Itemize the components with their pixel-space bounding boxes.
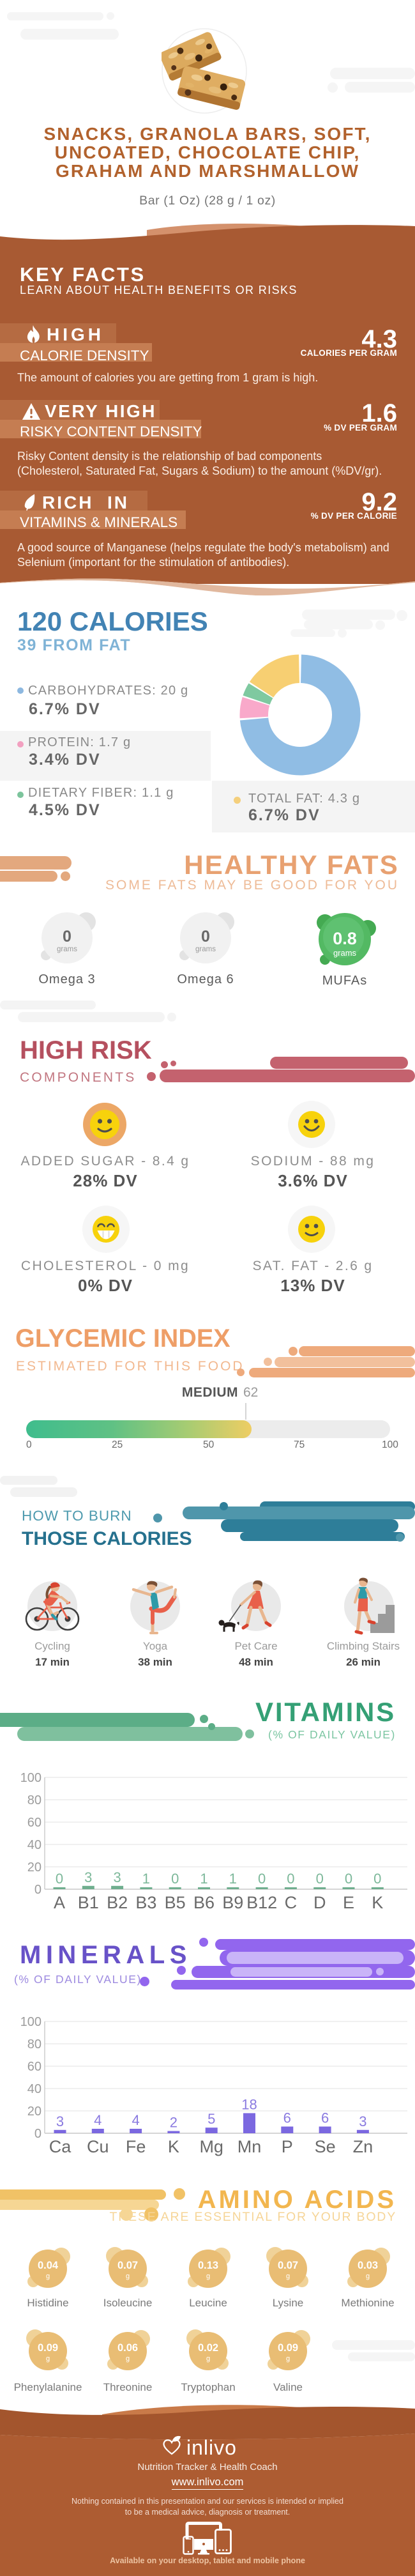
svg-text:0: 0 xyxy=(345,1871,352,1887)
svg-text:Threonine: Threonine xyxy=(103,2381,153,2393)
svg-text:Methionine: Methionine xyxy=(341,2297,394,2309)
svg-text:g: g xyxy=(286,2355,290,2363)
svg-text:60: 60 xyxy=(27,1816,42,1830)
svg-text:100: 100 xyxy=(20,1771,42,1785)
svg-text:0: 0 xyxy=(63,928,72,946)
svg-text:0: 0 xyxy=(287,1871,294,1887)
svg-text:0.09: 0.09 xyxy=(278,2342,298,2354)
svg-text:g: g xyxy=(126,2355,130,2363)
svg-text:3: 3 xyxy=(84,1869,92,1885)
svg-text:0: 0 xyxy=(258,1871,266,1887)
svg-text:K: K xyxy=(168,2137,179,2156)
svg-text:g: g xyxy=(46,2273,50,2280)
svg-text:1: 1 xyxy=(142,1871,150,1887)
svg-text:0.13: 0.13 xyxy=(198,2260,218,2271)
svg-text:Valine: Valine xyxy=(273,2381,303,2393)
svg-text:C: C xyxy=(285,1893,298,1912)
svg-text:g: g xyxy=(366,2273,370,2280)
svg-text:0.8: 0.8 xyxy=(333,929,357,948)
svg-text:Se: Se xyxy=(315,2137,336,2156)
svg-text:A: A xyxy=(54,1893,65,1912)
svg-text:0: 0 xyxy=(34,1883,42,1897)
svg-text:Fe: Fe xyxy=(126,2137,146,2156)
svg-text:0: 0 xyxy=(171,1871,179,1887)
svg-text:Zn: Zn xyxy=(353,2137,374,2156)
svg-text:20: 20 xyxy=(27,2104,42,2119)
svg-text:B6: B6 xyxy=(193,1893,215,1912)
svg-text:Mg: Mg xyxy=(199,2137,223,2156)
svg-text:0.07: 0.07 xyxy=(278,2260,298,2271)
svg-text:0: 0 xyxy=(201,928,210,946)
svg-text:0.02: 0.02 xyxy=(198,2342,218,2354)
svg-text:P: P xyxy=(282,2137,293,2156)
svg-text:B3: B3 xyxy=(135,1893,156,1912)
svg-text:80: 80 xyxy=(27,2037,42,2051)
svg-text:Ca: Ca xyxy=(49,2137,72,2156)
svg-text:60: 60 xyxy=(27,2060,42,2074)
svg-text:6: 6 xyxy=(321,2110,329,2126)
svg-text:1: 1 xyxy=(200,1871,207,1887)
svg-text:0: 0 xyxy=(56,1871,63,1887)
svg-text:grams: grams xyxy=(195,946,216,953)
svg-text:6: 6 xyxy=(283,2110,291,2126)
svg-text:0: 0 xyxy=(34,2127,42,2141)
svg-text:3: 3 xyxy=(359,2113,366,2129)
svg-text:2: 2 xyxy=(170,2115,177,2131)
svg-text:B5: B5 xyxy=(165,1893,186,1912)
svg-text:3: 3 xyxy=(56,2113,64,2129)
svg-text:0: 0 xyxy=(316,1871,324,1887)
svg-text:0.06: 0.06 xyxy=(117,2342,138,2354)
svg-text:B2: B2 xyxy=(107,1893,128,1912)
svg-text:5: 5 xyxy=(207,2111,215,2127)
svg-text:E: E xyxy=(343,1893,354,1912)
svg-text:K: K xyxy=(372,1893,383,1912)
svg-text:B1: B1 xyxy=(78,1893,99,1912)
svg-text:4: 4 xyxy=(132,2112,139,2128)
svg-text:Mn: Mn xyxy=(238,2137,262,2156)
svg-text:0.07: 0.07 xyxy=(117,2260,138,2271)
svg-text:40: 40 xyxy=(27,2082,42,2096)
svg-text:D: D xyxy=(313,1893,326,1912)
svg-text:1: 1 xyxy=(229,1871,237,1887)
svg-text:g: g xyxy=(286,2273,290,2280)
svg-text:Histidine: Histidine xyxy=(27,2297,68,2309)
svg-text:g: g xyxy=(46,2355,50,2363)
svg-text:grams: grams xyxy=(57,946,77,953)
svg-text:g: g xyxy=(206,2273,210,2280)
svg-text:Tryptophan: Tryptophan xyxy=(181,2381,235,2393)
svg-text:Isoleucine: Isoleucine xyxy=(103,2297,153,2309)
svg-text:20: 20 xyxy=(27,1860,42,1874)
svg-text:Leucine: Leucine xyxy=(189,2297,227,2309)
svg-text:40: 40 xyxy=(27,1838,42,1852)
svg-text:3: 3 xyxy=(113,1869,121,1885)
svg-text:4: 4 xyxy=(94,2112,102,2128)
svg-text:Phenylalanine: Phenylalanine xyxy=(14,2381,82,2393)
svg-text:g: g xyxy=(126,2273,130,2280)
svg-text:80: 80 xyxy=(27,1793,42,1807)
svg-text:0.04: 0.04 xyxy=(38,2260,59,2271)
svg-text:B12: B12 xyxy=(246,1893,277,1912)
svg-text:0: 0 xyxy=(374,1871,381,1887)
svg-text:100: 100 xyxy=(20,2015,42,2029)
svg-text:grams: grams xyxy=(333,948,357,958)
svg-text:Lysine: Lysine xyxy=(273,2297,304,2309)
svg-text:0.09: 0.09 xyxy=(38,2342,58,2354)
svg-text:0.03: 0.03 xyxy=(358,2260,378,2271)
svg-text:g: g xyxy=(206,2355,210,2363)
svg-text:18: 18 xyxy=(241,2097,257,2113)
svg-text:Cu: Cu xyxy=(87,2137,109,2156)
svg-text:B9: B9 xyxy=(222,1893,243,1912)
svg-text:inlivo: inlivo xyxy=(186,2436,237,2459)
